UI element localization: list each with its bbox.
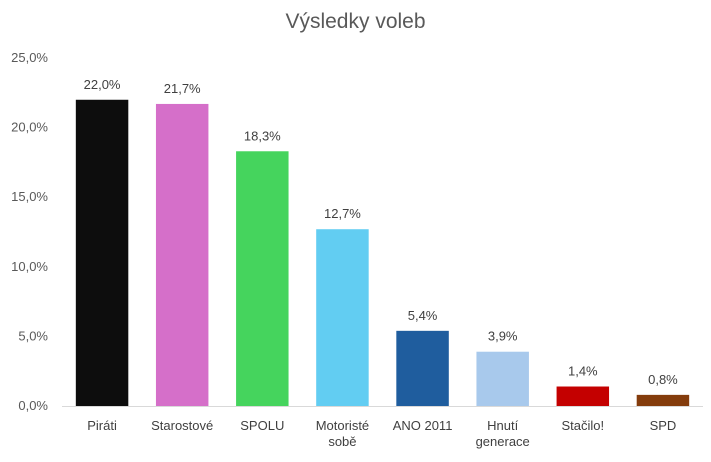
x-tick-label: Motoristé bbox=[316, 418, 369, 433]
y-tick-label: 5,0% bbox=[18, 328, 48, 343]
bar bbox=[236, 151, 289, 406]
y-tick-label: 10,0% bbox=[11, 259, 48, 274]
y-tick-label: 20,0% bbox=[11, 120, 48, 135]
data-label: 5,4% bbox=[408, 308, 438, 323]
x-tick-label: generace bbox=[476, 434, 530, 449]
y-tick-label: 25,0% bbox=[11, 50, 48, 65]
bar bbox=[396, 330, 449, 406]
x-tick-label: Piráti bbox=[87, 418, 117, 433]
bar bbox=[316, 229, 369, 406]
y-tick-label: 0,0% bbox=[18, 398, 48, 413]
data-label: 12,7% bbox=[324, 206, 361, 221]
data-label: 21,7% bbox=[164, 81, 201, 96]
data-label: 3,9% bbox=[488, 329, 518, 344]
bar bbox=[75, 99, 129, 406]
x-tick-label: Starostové bbox=[151, 418, 213, 433]
x-tick-label: Stačilo! bbox=[561, 418, 604, 433]
chart-title: Výsledky voleb bbox=[285, 10, 426, 33]
y-tick-label: 15,0% bbox=[11, 189, 48, 204]
bar bbox=[155, 103, 209, 406]
data-label: 0,8% bbox=[648, 372, 678, 387]
x-tick-label: sobě bbox=[328, 434, 356, 449]
data-label: 18,3% bbox=[244, 128, 281, 143]
data-label: 1,4% bbox=[568, 364, 598, 379]
bar bbox=[476, 351, 529, 406]
bar bbox=[636, 394, 690, 406]
x-tick-label: ANO 2011 bbox=[393, 418, 453, 433]
x-tick-label: Hnutí bbox=[487, 418, 518, 433]
x-tick-label: SPOLU bbox=[240, 418, 284, 433]
x-tick-label: SPD bbox=[650, 418, 677, 433]
bar bbox=[556, 386, 610, 406]
data-label: 22,0% bbox=[84, 77, 121, 92]
